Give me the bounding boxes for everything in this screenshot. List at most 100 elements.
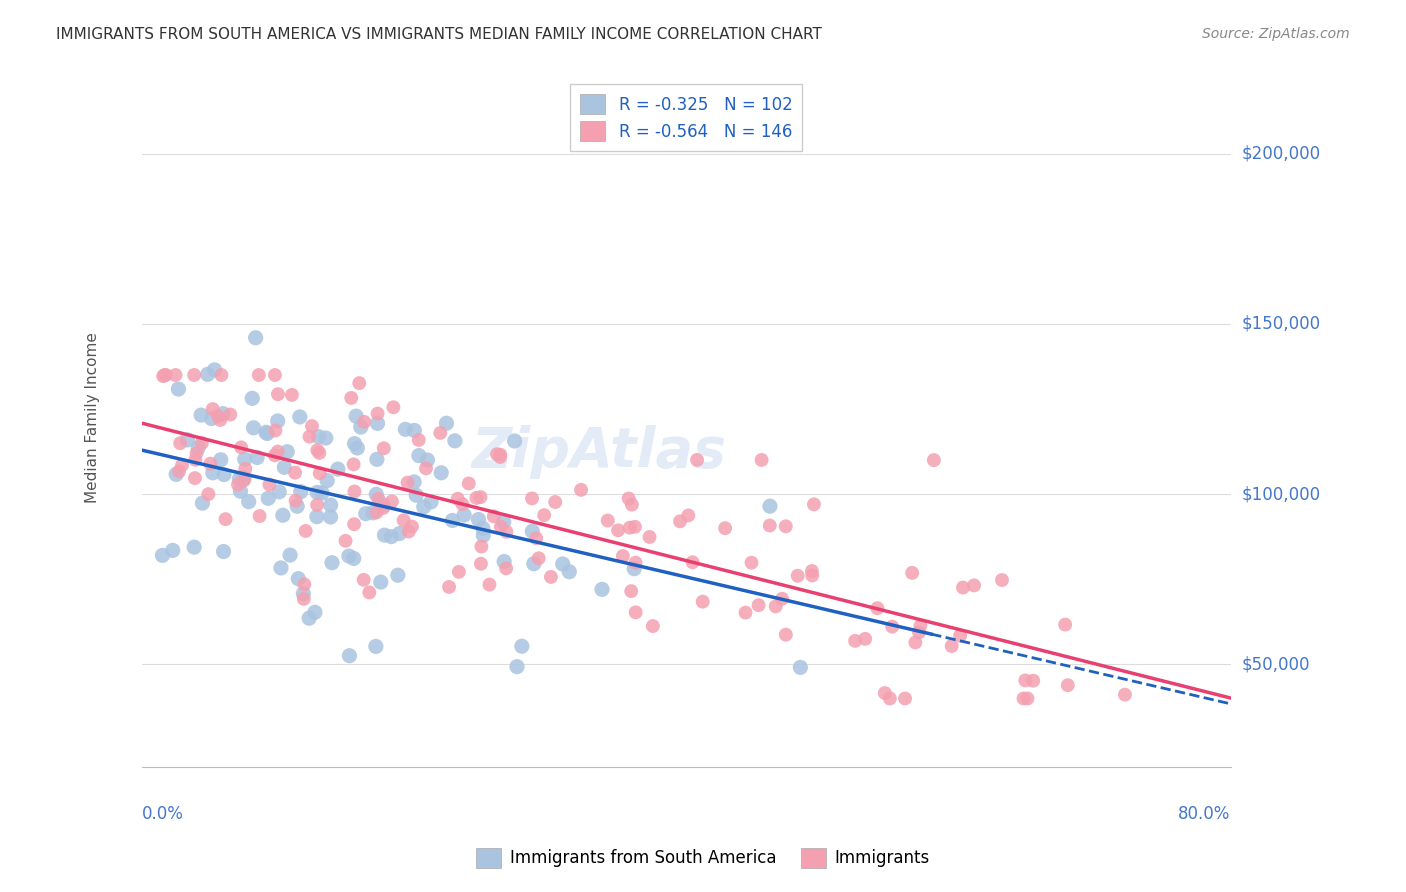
- Point: [343, 458, 366, 472]
- Point: [436, 416, 458, 430]
- Point: [741, 556, 763, 570]
- Point: [366, 506, 388, 520]
- Point: [437, 580, 460, 594]
- Point: [308, 446, 330, 460]
- Point: [569, 483, 592, 497]
- Text: $200,000: $200,000: [1241, 145, 1320, 162]
- Point: [682, 555, 704, 569]
- Point: [506, 659, 529, 673]
- Point: [415, 461, 437, 475]
- Point: [271, 508, 294, 523]
- Point: [420, 495, 443, 509]
- Point: [617, 491, 640, 506]
- Point: [307, 443, 329, 458]
- Point: [523, 557, 546, 571]
- Point: [408, 433, 430, 447]
- Point: [1022, 673, 1045, 688]
- Point: [373, 500, 395, 515]
- Point: [343, 551, 366, 566]
- Point: [191, 496, 214, 510]
- Point: [292, 586, 315, 600]
- Point: [240, 392, 263, 406]
- Point: [256, 426, 278, 441]
- Point: [219, 408, 242, 422]
- Text: 80.0%: 80.0%: [1178, 805, 1230, 823]
- Point: [904, 635, 927, 649]
- Legend: R = -0.325   N = 102, R = -0.564   N = 146: R = -0.325 N = 102, R = -0.564 N = 146: [571, 84, 803, 151]
- Point: [401, 519, 423, 533]
- Point: [344, 409, 367, 424]
- Point: [249, 509, 271, 524]
- Point: [404, 424, 426, 438]
- Point: [263, 448, 285, 462]
- Point: [482, 509, 505, 524]
- Point: [212, 407, 235, 421]
- Point: [337, 549, 360, 563]
- Point: [267, 444, 290, 458]
- Point: [453, 508, 475, 522]
- Point: [264, 424, 287, 438]
- Point: [520, 491, 543, 506]
- Point: [879, 691, 901, 706]
- Point: [527, 551, 550, 566]
- Point: [408, 449, 430, 463]
- Point: [853, 632, 876, 646]
- Point: [172, 458, 194, 472]
- Point: [1017, 691, 1039, 706]
- Point: [775, 519, 797, 533]
- Point: [214, 512, 236, 526]
- Point: [607, 524, 630, 538]
- Point: [340, 391, 363, 405]
- Point: [624, 556, 647, 570]
- Point: [734, 606, 756, 620]
- Point: [343, 436, 366, 450]
- Point: [201, 466, 224, 480]
- Point: [304, 605, 326, 619]
- Point: [201, 402, 224, 417]
- Text: ZipAtlas: ZipAtlas: [471, 425, 727, 480]
- Point: [315, 431, 337, 445]
- Point: [308, 467, 330, 481]
- Point: [770, 591, 793, 606]
- Point: [165, 368, 187, 382]
- Point: [373, 498, 395, 512]
- Point: [457, 476, 479, 491]
- Point: [949, 629, 972, 643]
- Point: [429, 425, 451, 440]
- Point: [765, 599, 787, 614]
- Point: [284, 466, 307, 480]
- Point: [394, 422, 416, 436]
- Point: [758, 518, 780, 533]
- Point: [335, 533, 357, 548]
- Point: [359, 585, 381, 599]
- Point: [343, 517, 366, 532]
- Point: [276, 444, 298, 458]
- Point: [922, 453, 945, 467]
- Point: [382, 401, 405, 415]
- Point: [714, 521, 737, 535]
- Point: [373, 528, 395, 542]
- Point: [204, 363, 226, 377]
- Point: [229, 484, 252, 499]
- Point: [238, 494, 260, 508]
- Point: [596, 514, 619, 528]
- Point: [273, 460, 295, 475]
- Point: [247, 368, 270, 382]
- Point: [901, 566, 924, 580]
- Point: [281, 388, 304, 402]
- Text: 0.0%: 0.0%: [142, 805, 184, 823]
- Text: $150,000: $150,000: [1241, 315, 1320, 333]
- Point: [321, 556, 343, 570]
- Point: [319, 498, 342, 512]
- Point: [212, 467, 235, 482]
- Point: [339, 648, 361, 663]
- Point: [882, 620, 904, 634]
- Point: [669, 514, 692, 528]
- Point: [152, 549, 174, 563]
- Point: [748, 598, 770, 612]
- Point: [470, 557, 492, 571]
- Point: [364, 640, 387, 654]
- Point: [184, 452, 207, 467]
- Point: [233, 462, 256, 476]
- Point: [207, 409, 229, 424]
